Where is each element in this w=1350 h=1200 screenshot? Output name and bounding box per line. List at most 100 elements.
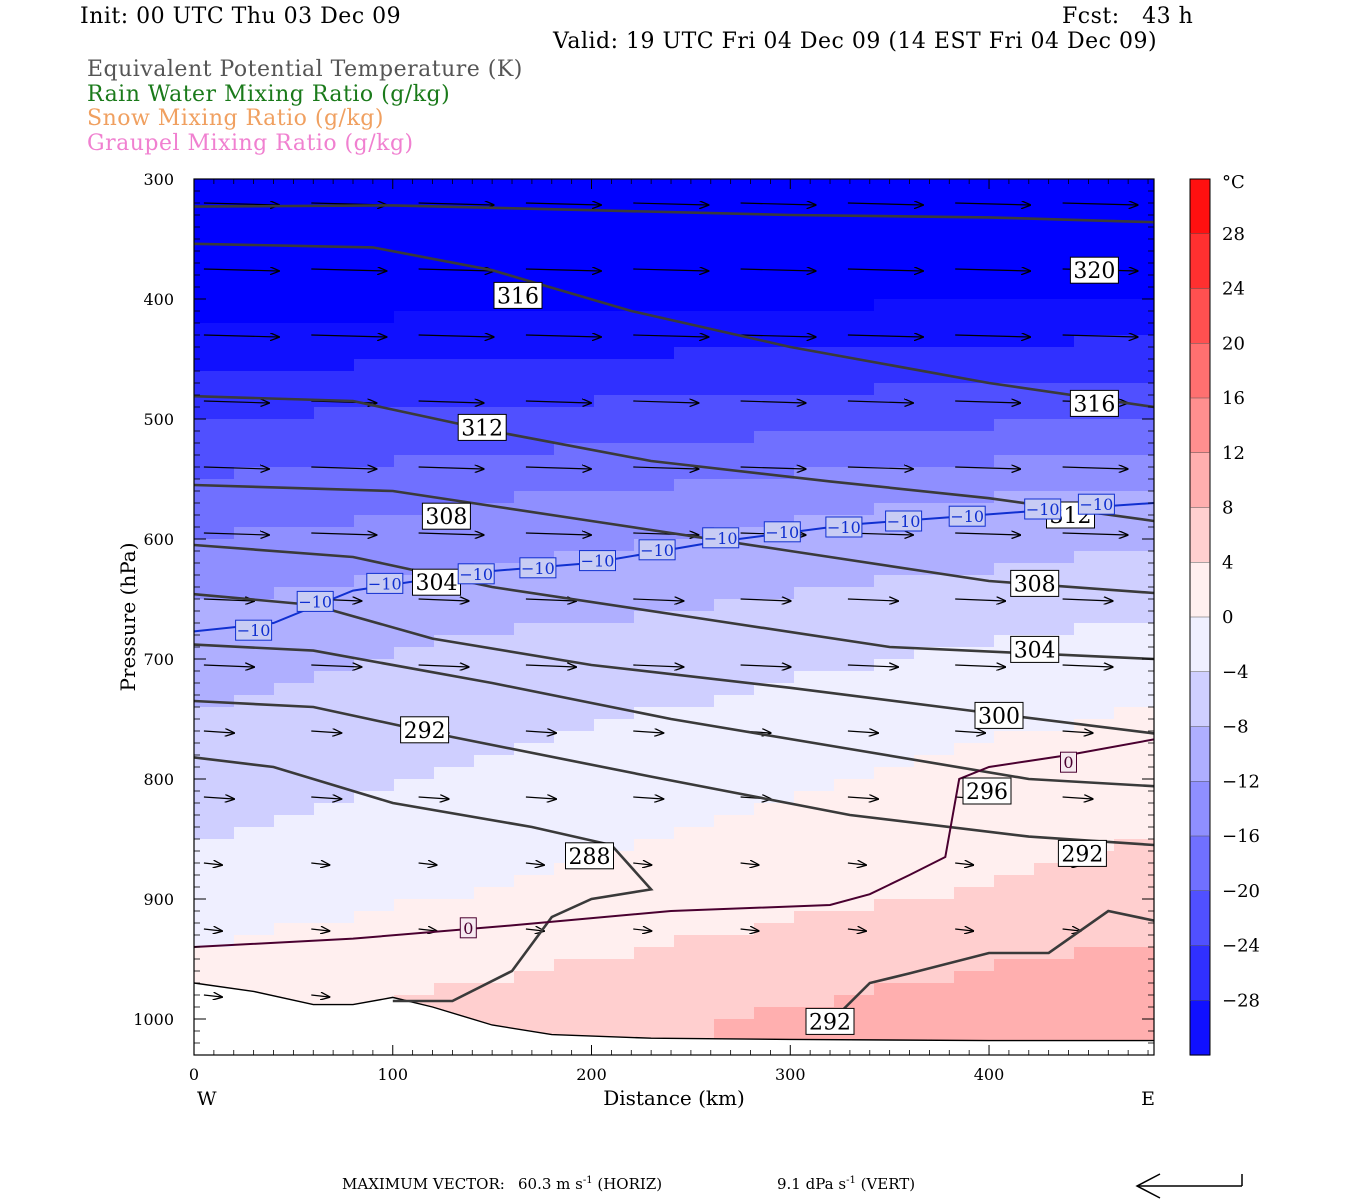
theta-e-label-box xyxy=(974,701,1024,729)
temperature-band xyxy=(234,779,275,792)
temperature-band xyxy=(394,443,435,456)
temperature-band xyxy=(274,191,315,204)
temperature-band xyxy=(194,683,235,696)
temperature-band xyxy=(554,479,595,492)
temperature-band xyxy=(194,851,235,864)
temperature-band xyxy=(594,635,635,648)
temperature-band xyxy=(714,815,755,828)
temperature-band xyxy=(914,659,955,672)
temperature-band xyxy=(794,599,835,612)
init-label: Init: 00 UTC Thu 03 Dec 09 xyxy=(80,4,402,29)
temperature-band xyxy=(394,275,435,288)
vert-tail: (VERT) xyxy=(855,1175,916,1193)
temperature-band xyxy=(754,959,795,972)
temperature-band xyxy=(234,923,275,936)
temperature-band xyxy=(914,683,955,696)
temperature-band xyxy=(554,419,595,432)
temperature-band xyxy=(874,455,915,468)
temperature-band xyxy=(554,347,595,360)
temperature-band xyxy=(714,851,755,864)
temperature-band xyxy=(834,335,875,348)
temperature-band xyxy=(994,479,1035,492)
temperature-band xyxy=(834,719,875,732)
temperature-band xyxy=(634,563,675,576)
temperature-band xyxy=(874,275,915,288)
y-tick-label: 500 xyxy=(143,410,174,429)
colorbar-tick-label: −24 xyxy=(1222,936,1260,957)
temperature-band xyxy=(434,455,475,468)
theta-e-label-box xyxy=(1069,389,1119,417)
temperature-band xyxy=(1114,299,1154,312)
temperature-band xyxy=(594,287,635,300)
temperature-band xyxy=(314,335,355,348)
temperature-band xyxy=(1034,203,1075,216)
temperature-band xyxy=(1034,443,1075,456)
temperature-band xyxy=(594,827,635,840)
temperature-band xyxy=(434,443,475,456)
temperature-band xyxy=(274,635,315,648)
temperature-band xyxy=(394,683,435,696)
theta-e-label: 300 xyxy=(978,704,1020,729)
temperature-label: −10 xyxy=(459,565,493,584)
temperature-band xyxy=(914,911,955,924)
temperature-band xyxy=(874,287,915,300)
temperature-band xyxy=(1074,623,1115,636)
temperature-band xyxy=(314,875,355,888)
y-axis-title: Pressure (hPa) xyxy=(116,543,140,692)
temperature-band xyxy=(874,215,915,228)
temperature-band xyxy=(794,935,835,948)
temperature-label-box xyxy=(235,619,273,641)
temperature-label-box xyxy=(763,521,801,543)
temperature-band xyxy=(594,383,635,396)
temperature-band xyxy=(554,251,595,264)
temperature-band xyxy=(234,959,275,972)
temperature-band xyxy=(714,371,755,384)
temperature-band xyxy=(954,983,995,996)
wind-vector xyxy=(847,401,913,403)
wind-vector xyxy=(847,269,923,271)
temperature-band xyxy=(594,503,635,516)
temperature-band xyxy=(514,863,555,876)
temperature-band xyxy=(874,1007,915,1020)
temperature-band xyxy=(674,791,715,804)
temperature-band xyxy=(434,755,475,768)
temperature-band xyxy=(514,515,555,528)
theta-e-label: 292 xyxy=(1061,842,1103,867)
temperature-band xyxy=(674,383,715,396)
temperature-band xyxy=(994,263,1035,276)
temperature-band xyxy=(954,755,995,768)
temperature-band xyxy=(874,263,915,276)
temperature-band xyxy=(354,695,395,708)
temperature-band xyxy=(1114,359,1154,372)
temperature-band xyxy=(274,299,315,312)
temperature-band xyxy=(514,251,555,264)
temperature-band xyxy=(554,443,595,456)
theta-e-contour xyxy=(194,543,1154,661)
temperature-band xyxy=(554,323,595,336)
temperature-band xyxy=(354,971,395,984)
temperature-band xyxy=(1034,935,1075,948)
temperature-band xyxy=(634,887,675,900)
temperature-band xyxy=(354,635,395,648)
temperature-band xyxy=(434,959,475,972)
temperature-band xyxy=(234,575,275,588)
temperature-band xyxy=(674,551,715,564)
colorbar-swatch xyxy=(1190,781,1210,837)
temperature-band xyxy=(834,323,875,336)
temperature-band xyxy=(994,623,1035,636)
temperature-band xyxy=(794,719,835,732)
temperature-band xyxy=(594,227,635,240)
temperature-band xyxy=(714,347,755,360)
wind-vector xyxy=(955,863,973,865)
temperature-band xyxy=(954,743,995,756)
vert-exponent: -1 xyxy=(846,1175,856,1186)
temperature-band xyxy=(634,995,675,1008)
max-vector-label: MAXIMUM VECTOR: xyxy=(342,1175,505,1193)
temperature-band xyxy=(394,359,435,372)
temperature-band xyxy=(874,587,915,600)
temperature-band xyxy=(1114,635,1154,648)
temperature-band xyxy=(514,899,555,912)
temperature-band xyxy=(994,767,1035,780)
temperature-label-box xyxy=(885,510,923,532)
temperature-band xyxy=(394,647,435,660)
